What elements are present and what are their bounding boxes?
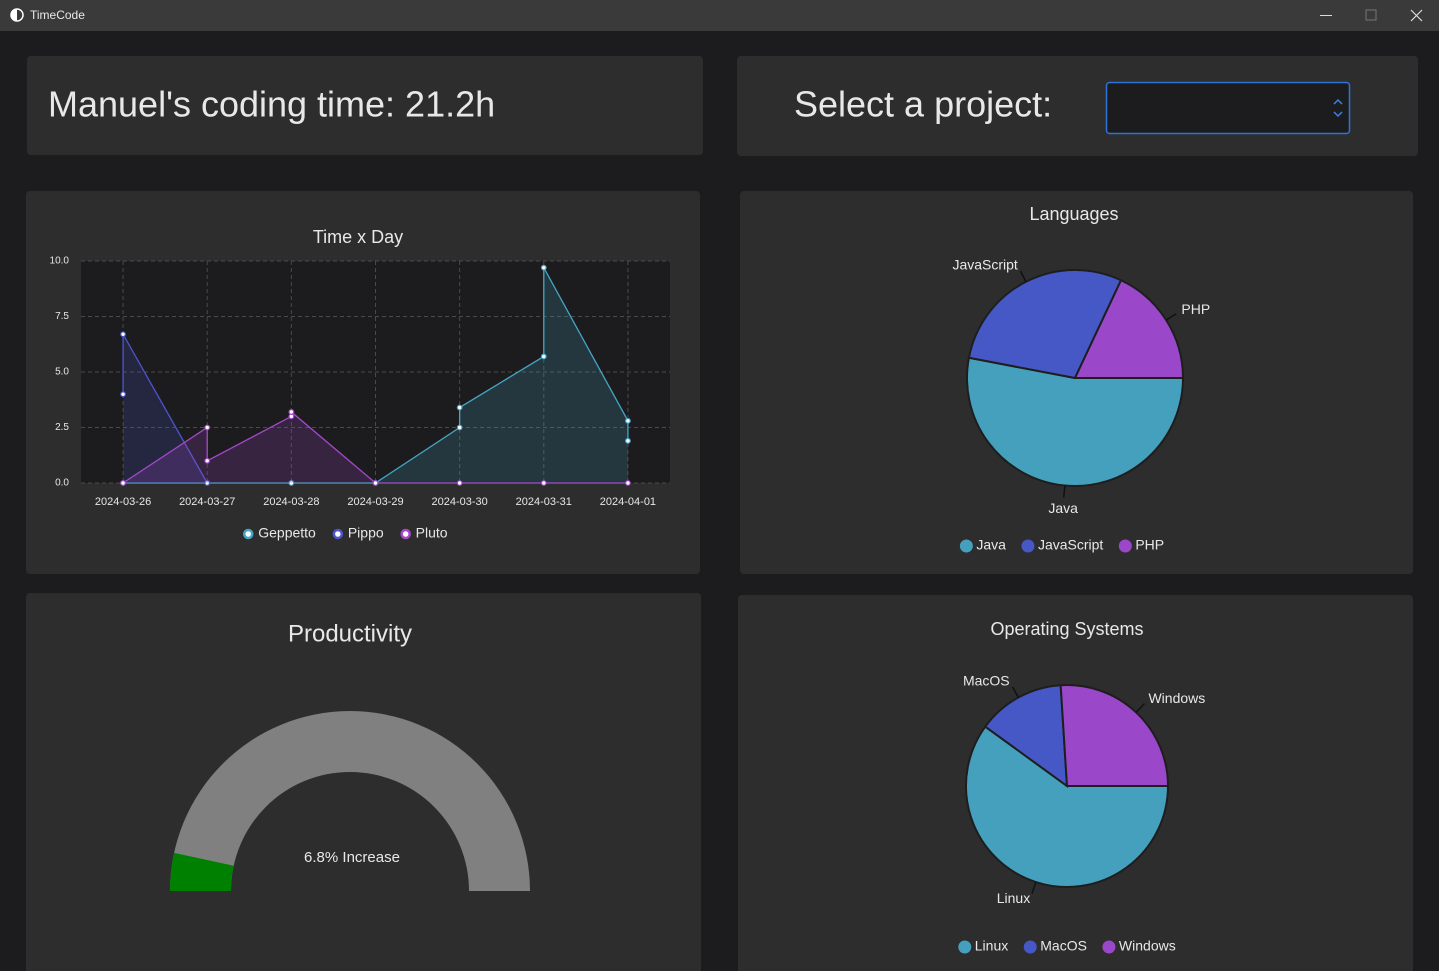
chart-title: Productivity xyxy=(288,620,412,647)
y-tick-label: 10.0 xyxy=(50,256,70,267)
point xyxy=(625,417,631,424)
app-icon-half xyxy=(11,9,17,21)
y-tick-label: 7.5 xyxy=(55,311,69,322)
y-tick-label: 2.5 xyxy=(55,422,69,433)
legend: Java JavaScript PHP xyxy=(959,537,1164,553)
x-tick-label: 2024-03-30 xyxy=(432,496,488,508)
select-arrows xyxy=(1333,98,1343,118)
point xyxy=(288,409,295,415)
point xyxy=(456,480,463,486)
title-bar xyxy=(0,0,1439,31)
legend-marker xyxy=(1021,539,1035,553)
legend-label: JavaScript xyxy=(1038,537,1103,553)
legend-marker xyxy=(1102,940,1116,954)
legend-marker xyxy=(1118,539,1132,553)
x-tick-label: 2024-03-28 xyxy=(263,496,319,508)
productivity-card xyxy=(26,593,701,971)
legend-label: Windows xyxy=(1119,938,1176,954)
chart-title: Operating Systems xyxy=(990,619,1143,639)
point xyxy=(456,404,463,411)
pie-leader xyxy=(1062,485,1066,498)
pie-leader xyxy=(1011,686,1020,698)
pie-slice xyxy=(1073,278,1185,379)
window-title: TimeCode xyxy=(30,8,85,22)
legend-label: Java xyxy=(976,537,1006,553)
pie-leader xyxy=(1165,313,1177,321)
point xyxy=(120,331,126,338)
legend-marker xyxy=(332,528,344,540)
legend-label: Pluto xyxy=(416,525,448,541)
point xyxy=(372,480,379,486)
point xyxy=(204,457,211,464)
gauge-label: 6.8% Increase xyxy=(304,849,400,866)
y-tick-label: 0.0 xyxy=(55,478,69,489)
legend-marker xyxy=(242,528,254,540)
legend-label: PHP xyxy=(1135,537,1164,553)
point xyxy=(625,480,631,486)
point xyxy=(120,391,126,398)
point xyxy=(540,353,547,360)
point xyxy=(540,480,547,486)
pie-leader xyxy=(1019,270,1027,283)
legend-marker xyxy=(1023,940,1037,954)
point xyxy=(204,424,211,431)
pie-slice xyxy=(967,269,1123,380)
x-tick-label: 2024-03-29 xyxy=(347,496,403,508)
point xyxy=(540,264,547,271)
pie-leader xyxy=(1135,703,1145,713)
maximize-button[interactable] xyxy=(1365,9,1377,21)
legend-marker xyxy=(959,539,973,553)
gauge-value xyxy=(170,852,234,891)
project-label: Select a project: xyxy=(794,84,1052,125)
chart-title: Languages xyxy=(1029,204,1118,224)
x-tick-label: 2024-03-31 xyxy=(516,496,572,508)
legend-label: Linux xyxy=(975,938,1008,954)
pie-label: MacOS xyxy=(963,672,1010,688)
legend-label: Geppetto xyxy=(258,525,316,541)
pie-slice xyxy=(983,684,1069,789)
point xyxy=(288,480,295,486)
close-button[interactable] xyxy=(1410,9,1423,22)
legend-label: MacOS xyxy=(1040,938,1087,954)
chart-title: Time x Day xyxy=(313,227,403,247)
point xyxy=(456,424,463,431)
legend: Linux MacOS Windows xyxy=(958,938,1176,954)
point xyxy=(204,480,211,486)
pie-label: Windows xyxy=(1148,690,1205,706)
pie-label: PHP xyxy=(1181,301,1210,317)
pie-label: JavaScript xyxy=(952,256,1017,272)
pie-label: Linux xyxy=(997,890,1030,906)
legend: Geppetto Pippo Pluto xyxy=(242,525,448,541)
line xyxy=(123,267,629,484)
pie-leader xyxy=(1031,881,1037,894)
x-tick-label: 2024-03-26 xyxy=(95,496,151,508)
pie-label: Java xyxy=(1048,500,1078,516)
y-tick-label: 5.0 xyxy=(55,367,69,378)
point xyxy=(625,437,631,444)
legend-marker xyxy=(958,940,972,954)
gauge-track xyxy=(170,711,530,891)
project-select[interactable] xyxy=(1105,81,1351,135)
x-tick-label: 2024-04-01 xyxy=(600,496,656,508)
coding-time-card xyxy=(27,56,703,155)
pie-slice xyxy=(965,725,1170,888)
x-tick-label: 2024-03-27 xyxy=(179,496,235,508)
area xyxy=(123,411,628,483)
legend-marker xyxy=(400,528,411,540)
coding-time: Manuel's coding time: 21.2h xyxy=(48,84,495,125)
legend-label: Pippo xyxy=(348,525,384,541)
area xyxy=(123,267,628,483)
point xyxy=(120,480,126,486)
